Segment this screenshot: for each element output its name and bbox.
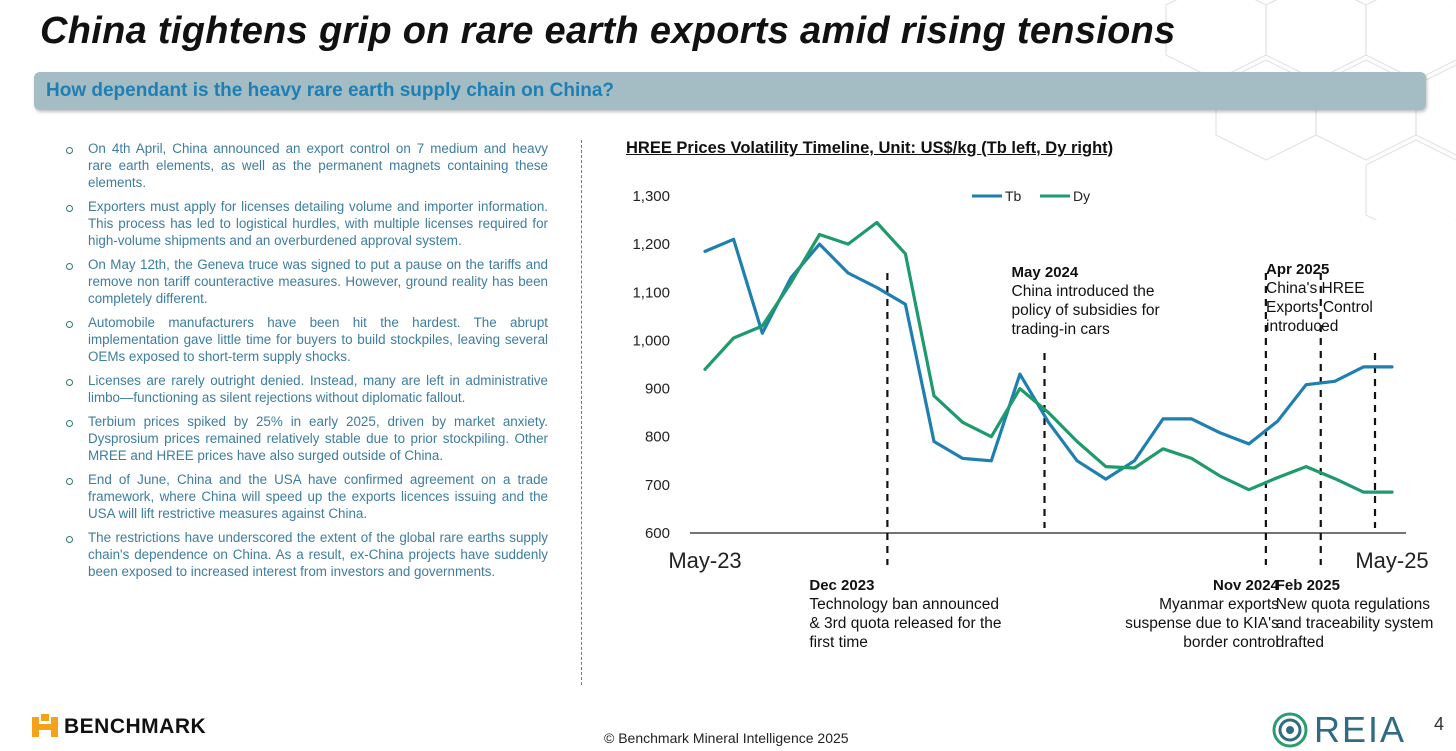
bullet-item: End of June, China and the USA have conf… bbox=[66, 471, 548, 522]
bullet-item: The restrictions have underscored the ex… bbox=[66, 529, 548, 580]
event-date-label: May 2024 bbox=[1012, 264, 1079, 281]
benchmark-logo-icon bbox=[32, 714, 58, 737]
benchmark-logo-text: BENCHMARK bbox=[64, 715, 207, 738]
reia-logo-icon bbox=[1272, 712, 1308, 748]
bullet-text: On 4th April, China announced an export … bbox=[88, 141, 548, 190]
event-description-label: introduced bbox=[1266, 318, 1338, 335]
price-timeline-chart: 1,300 1,200 1,100 1,000 900 800 700 600 May-23 Ma… bbox=[632, 188, 1434, 651]
legend-label: Dy bbox=[1073, 188, 1090, 204]
chart-title: HREE Prices Volatility Timeline, Unit: U… bbox=[626, 139, 1114, 157]
bullet-text: End of June, China and the USA have conf… bbox=[88, 472, 548, 521]
legend-label: Tb bbox=[1005, 188, 1022, 204]
event-description-label: trading-in cars bbox=[1012, 321, 1110, 338]
reia-logo-text: REIA bbox=[1314, 709, 1407, 750]
x-tick-label-end: May-25 bbox=[1355, 548, 1428, 573]
reia-logo: REIA bbox=[1272, 709, 1406, 751]
event-date-label: Nov 2024 bbox=[1213, 577, 1280, 594]
y-tick-label: 1,200 bbox=[632, 236, 670, 253]
bullet-circle-icon bbox=[66, 478, 73, 485]
event-description-label: Exports Control bbox=[1266, 299, 1373, 316]
event-description-label: China's HREE bbox=[1266, 280, 1365, 297]
bullet-item: On May 12th, the Geneva truce was signed… bbox=[66, 256, 548, 307]
bullet-list: On 4th April, China announced an export … bbox=[66, 140, 548, 587]
event-date-label: Dec 2023 bbox=[809, 577, 874, 594]
event-date-label: Feb 2025 bbox=[1276, 577, 1340, 594]
event-description-label: and traceability system bbox=[1276, 615, 1434, 632]
bullet-text: Exporters must apply for licenses detail… bbox=[88, 199, 548, 248]
event-description-label: suspense due to KIA's bbox=[1125, 615, 1279, 632]
event-description-label: policy of subsidies for bbox=[1012, 302, 1160, 319]
subtitle-banner: How dependant is the heavy rare earth su… bbox=[34, 72, 1426, 110]
section-divider bbox=[581, 140, 582, 685]
bullet-circle-icon bbox=[66, 263, 73, 270]
event-description-label: & 3rd quota released for the bbox=[809, 615, 1001, 632]
benchmark-logo: BENCHMARK bbox=[30, 714, 206, 740]
event-description-label: first time bbox=[809, 634, 868, 651]
bullet-text: The restrictions have underscored the ex… bbox=[88, 530, 548, 579]
bullet-item: Automobile manufacturers have been hit t… bbox=[66, 314, 548, 365]
bullet-text: Automobile manufacturers have been hit t… bbox=[88, 315, 548, 364]
page-number: 4 bbox=[1434, 714, 1445, 734]
y-tick-label: 900 bbox=[645, 381, 670, 398]
series-line-dy bbox=[703, 220, 1394, 494]
y-tick-label: 1,100 bbox=[632, 284, 670, 301]
y-tick-label: 1,300 bbox=[632, 188, 670, 205]
event-description-label: New quota regulations bbox=[1276, 596, 1430, 613]
bullet-circle-icon bbox=[66, 147, 73, 154]
event-description-label: border control bbox=[1183, 634, 1279, 651]
y-tick-label: 700 bbox=[645, 477, 670, 494]
series-line-tb bbox=[703, 237, 1394, 481]
bullet-item: On 4th April, China announced an export … bbox=[66, 140, 548, 191]
bullet-text: Terbium prices spiked by 25% in early 20… bbox=[88, 414, 548, 463]
event-description-label: Technology ban announced bbox=[809, 596, 999, 613]
bullet-text: Licenses are rarely outright denied. Ins… bbox=[88, 373, 548, 405]
bullet-circle-icon bbox=[66, 321, 73, 328]
event-date-label: Apr 2025 bbox=[1266, 261, 1329, 278]
y-tick-label: 800 bbox=[645, 429, 670, 446]
copyright-text: © Benchmark Mineral Intelligence 2025 bbox=[604, 730, 849, 746]
bullet-circle-icon bbox=[66, 379, 73, 386]
bullet-circle-icon bbox=[66, 420, 73, 427]
bullet-circle-icon bbox=[66, 536, 73, 543]
bullet-item: Terbium prices spiked by 25% in early 20… bbox=[66, 413, 548, 464]
y-tick-label: 1,000 bbox=[632, 332, 670, 349]
event-description-label: drafted bbox=[1276, 634, 1324, 651]
page-title: China tightens grip on rare earth export… bbox=[40, 10, 1176, 52]
bullet-circle-icon bbox=[66, 205, 73, 212]
bullet-item: Exporters must apply for licenses detail… bbox=[66, 198, 548, 249]
y-tick-label: 600 bbox=[645, 525, 670, 542]
event-description-label: Myanmar exports bbox=[1159, 596, 1279, 613]
bullet-item: Licenses are rarely outright denied. Ins… bbox=[66, 372, 548, 406]
subtitle-text: How dependant is the heavy rare earth su… bbox=[46, 80, 615, 101]
bullet-text: On May 12th, the Geneva truce was signed… bbox=[88, 257, 548, 306]
event-description-label: China introduced the bbox=[1012, 283, 1155, 300]
x-tick-label-start: May-23 bbox=[668, 548, 741, 573]
